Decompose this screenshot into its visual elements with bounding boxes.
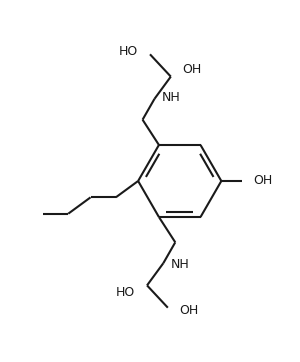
Text: HO: HO [116, 286, 135, 299]
Text: OH: OH [180, 304, 199, 317]
Text: OH: OH [183, 63, 202, 76]
Text: NH: NH [171, 258, 190, 271]
Text: HO: HO [119, 45, 138, 58]
Text: OH: OH [254, 174, 273, 188]
Text: NH: NH [162, 91, 181, 104]
